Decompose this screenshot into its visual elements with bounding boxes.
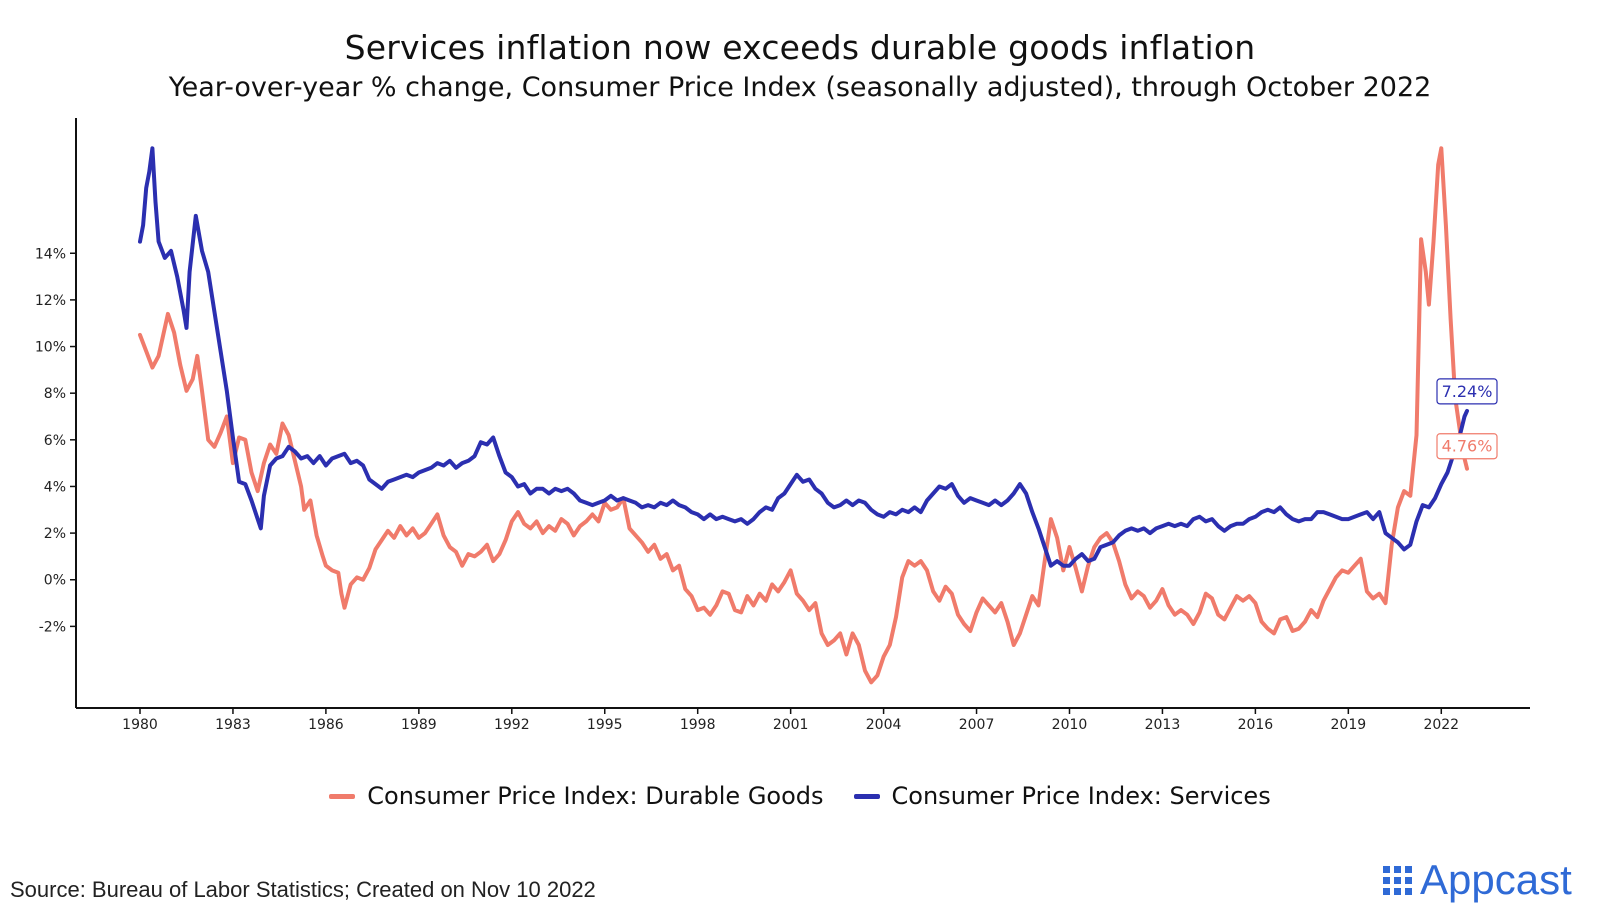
legend-label-durable-goods: Consumer Price Index: Durable Goods (367, 782, 824, 810)
x-tick-label: 1998 (680, 717, 716, 733)
chart-axes (75, 118, 1530, 709)
end-label-durable-goods-box (1436, 433, 1498, 460)
x-tick-label: 2007 (959, 717, 995, 733)
source-note: Source: Bureau of Labor Statistics; Crea… (10, 877, 596, 902)
series-line-durable-goods (138, 146, 1469, 685)
x-tick-label: 2022 (1423, 717, 1459, 733)
y-tick-label: 6% (44, 433, 66, 449)
legend-swatch-services (853, 793, 880, 799)
y-tick-label: 10% (35, 340, 66, 356)
x-tick-label: 1986 (308, 717, 344, 733)
appcast-logo-icon (1383, 865, 1412, 895)
x-tick-label: 1992 (494, 717, 530, 733)
chart-end-labels: 4.76% 7.24% (1436, 378, 1498, 460)
chart-title: Services inflation now exceeds durable g… (344, 28, 1256, 67)
end-label-services-box (1436, 378, 1498, 405)
end-label-durable-goods: 4.76% (1436, 433, 1498, 460)
appcast-logo-text: Appcast (1420, 856, 1572, 903)
y-tick-label: 4% (44, 479, 66, 495)
legend-label-services: Consumer Price Index: Services (891, 782, 1271, 810)
x-tick-label: 2019 (1331, 717, 1367, 733)
y-tick-label: 12% (35, 293, 66, 309)
x-tick-label: 2010 (1052, 717, 1088, 733)
x-tick-label: 2013 (1145, 717, 1181, 733)
x-tick-label: 1980 (122, 717, 158, 733)
series-line-services (138, 146, 1469, 568)
appcast-logo: Appcast (1383, 856, 1572, 904)
x-tick-label: 1989 (401, 717, 437, 733)
end-label-services: 7.24% (1436, 378, 1498, 405)
x-tick-label: 1995 (587, 717, 623, 733)
y-tick-label: 8% (44, 386, 66, 402)
x-tick-label: 2016 (1238, 717, 1274, 733)
legend-item-durable-goods: Consumer Price Index: Durable Goods (329, 782, 824, 810)
chart-subtitle: Year-over-year % change, Consumer Price … (168, 72, 1432, 103)
chart-ticks: -2% 0% 2% 4% 6% 8% 10% 12% 14% 1980 1983 1986 1989 19… (35, 246, 1459, 733)
end-label-durable-goods-text: 4.76% (1442, 437, 1493, 456)
x-tick-label: 1983 (215, 717, 251, 733)
x-tick-label: 2001 (773, 717, 809, 733)
y-tick-label: 2% (44, 526, 66, 542)
end-label-services-text: 7.24% (1442, 382, 1493, 401)
y-tick-label: -2% (39, 619, 66, 635)
chart-series (138, 146, 1469, 685)
line-chart: -2% 0% 2% 4% 6% 8% 10% 12% 14% 1980 1983 1986 1989 19… (35, 118, 1530, 733)
legend-item-services: Consumer Price Index: Services (853, 782, 1271, 810)
y-tick-label: 0% (44, 573, 66, 589)
x-tick-label: 2004 (866, 717, 902, 733)
y-tick-label: 14% (35, 246, 66, 262)
legend-swatch-durable-goods (329, 793, 356, 799)
chart-legend: Consumer Price Index: Durable Goods Cons… (0, 782, 1600, 810)
